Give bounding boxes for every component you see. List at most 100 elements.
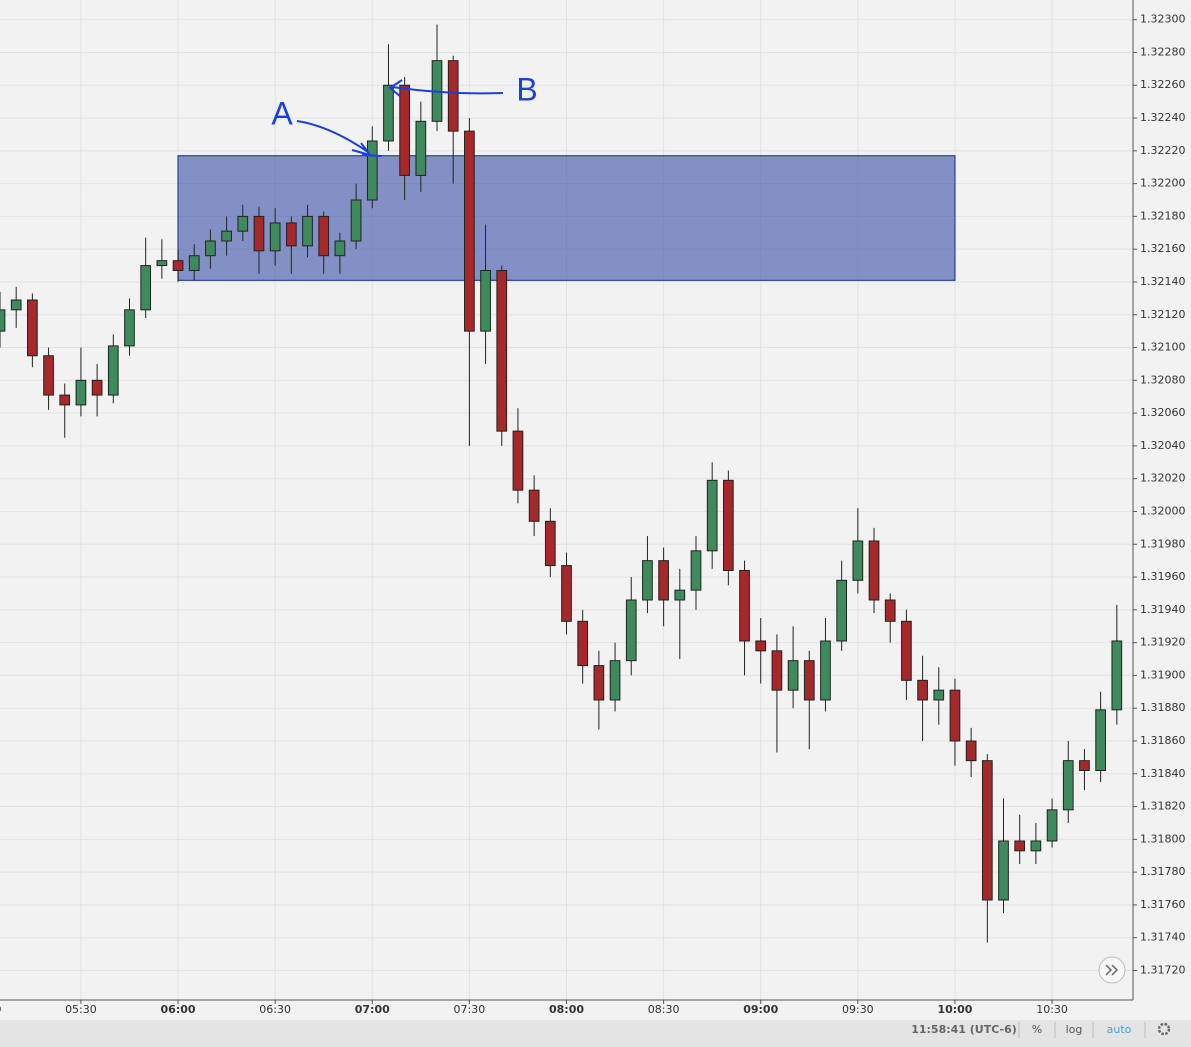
- gear-icon[interactable]: [1157, 1022, 1171, 1036]
- candle-body: [188, 255, 200, 271]
- candle-body: [625, 599, 637, 662]
- candle-body: [285, 222, 297, 247]
- x-tick-label: 08:00: [549, 1003, 584, 1016]
- x-tick-label: 05:00: [0, 1003, 2, 1016]
- y-tick-label: 1.31880: [1140, 701, 1186, 714]
- candle-body: [917, 679, 928, 701]
- candle-body: [156, 260, 168, 267]
- candle-body: [480, 269, 491, 332]
- settings-button[interactable]: [1157, 1022, 1171, 1036]
- x-tick-label: 09:00: [743, 1003, 778, 1016]
- candle-body: [91, 379, 103, 396]
- candle-body: [27, 299, 38, 357]
- candle-body: [415, 120, 427, 176]
- y-tick-label: 1.31920: [1140, 636, 1186, 649]
- candle-body: [933, 689, 945, 701]
- y-tick-label: 1.32020: [1140, 472, 1186, 485]
- zone-layer: [177, 155, 956, 281]
- candle-body: [658, 560, 669, 601]
- candle-body: [965, 740, 977, 762]
- y-tick-label: 1.32100: [1140, 341, 1186, 354]
- candle-body: [140, 265, 152, 311]
- candle-body: [998, 840, 1009, 901]
- candle-body: [10, 299, 22, 311]
- candle-body: [464, 130, 475, 332]
- candle-body: [787, 660, 799, 691]
- y-tick-label: 1.31720: [1140, 963, 1186, 976]
- x-tick-label: 10:30: [1036, 1003, 1068, 1016]
- y-tick-label: 1.31780: [1140, 865, 1186, 878]
- y-tick-label: 1.32120: [1140, 308, 1186, 321]
- annotation-a: A: [271, 95, 383, 157]
- annotation-b: B: [388, 71, 538, 107]
- candle-body: [1046, 809, 1058, 842]
- x-tick-label: 09:30: [842, 1003, 874, 1016]
- percent-button[interactable]: %: [1032, 1023, 1042, 1036]
- y-tick-label: 1.32200: [1140, 177, 1186, 190]
- y-tick-label: 1.31980: [1140, 537, 1186, 550]
- zone-rectangle: [177, 155, 956, 281]
- candle-body: [755, 640, 767, 652]
- candle-body: [723, 479, 734, 571]
- annotation-label: B: [516, 71, 537, 107]
- candle-body: [1111, 640, 1123, 711]
- axes: 1.31720 1.31740 1.31760 1.31780 1.31800 1.318…: [0, 13, 1186, 1016]
- y-tick-label: 1.32040: [1140, 439, 1186, 452]
- candle-body: [820, 640, 831, 701]
- y-tick-label: 1.31800: [1140, 832, 1186, 845]
- candle-body: [1062, 760, 1074, 811]
- log-button[interactable]: log: [1066, 1023, 1083, 1036]
- y-tick-label: 1.32180: [1140, 209, 1186, 222]
- candle-body: [512, 430, 524, 491]
- annotation-arrow: [388, 79, 504, 97]
- candle-body: [706, 479, 718, 552]
- candle-body: [901, 620, 912, 681]
- y-tick-label: 1.32300: [1140, 13, 1186, 26]
- candle-body: [852, 540, 864, 581]
- y-tick-label: 1.32260: [1140, 78, 1186, 91]
- y-tick-label: 1.32140: [1140, 275, 1186, 288]
- candle-body: [949, 689, 961, 742]
- candle-body: [836, 579, 848, 642]
- y-tick-label: 1.31960: [1140, 570, 1186, 583]
- candle-body: [577, 620, 589, 667]
- candle-body: [884, 599, 896, 622]
- candle-body: [447, 60, 459, 132]
- candle-body: [674, 589, 686, 601]
- y-tick-label: 1.32220: [1140, 144, 1186, 157]
- candle-body: [302, 215, 313, 247]
- y-tick-label: 1.31900: [1140, 668, 1186, 681]
- candle-body: [59, 394, 71, 406]
- candle-body: [1014, 840, 1026, 852]
- candle-body: [124, 309, 135, 347]
- candle-body: [253, 215, 265, 252]
- candle-body: [593, 665, 605, 701]
- y-tick-label: 1.31840: [1140, 767, 1186, 780]
- candle-body: [1095, 709, 1106, 771]
- y-tick-label: 1.31760: [1140, 898, 1186, 911]
- candle-body: [350, 199, 362, 242]
- candle-body: [205, 240, 216, 257]
- candle-body: [172, 260, 184, 271]
- auto-button[interactable]: auto: [1107, 1023, 1132, 1036]
- grid: [0, 0, 1133, 1000]
- annotation-arrow: [296, 120, 383, 157]
- candle-body: [237, 215, 249, 232]
- candle-body: [528, 489, 540, 522]
- candle-body: [318, 215, 330, 257]
- y-tick-label: 1.32080: [1140, 373, 1186, 386]
- annotation-label: A: [271, 95, 293, 131]
- y-tick-label: 1.31860: [1140, 734, 1186, 747]
- candle-body: [399, 84, 410, 176]
- y-tick-label: 1.32000: [1140, 504, 1186, 517]
- x-tick-label: 07:30: [454, 1003, 486, 1016]
- scroll-button[interactable]: [1098, 956, 1126, 984]
- y-tick-label: 1.32240: [1140, 111, 1186, 124]
- scroll-icon: [1105, 964, 1119, 976]
- x-tick-label: 05:30: [65, 1003, 97, 1016]
- y-tick-label: 1.32060: [1140, 406, 1186, 419]
- x-tick-label: 06:00: [161, 1003, 196, 1016]
- y-tick-label: 1.32160: [1140, 242, 1186, 255]
- candle-body: [981, 760, 993, 901]
